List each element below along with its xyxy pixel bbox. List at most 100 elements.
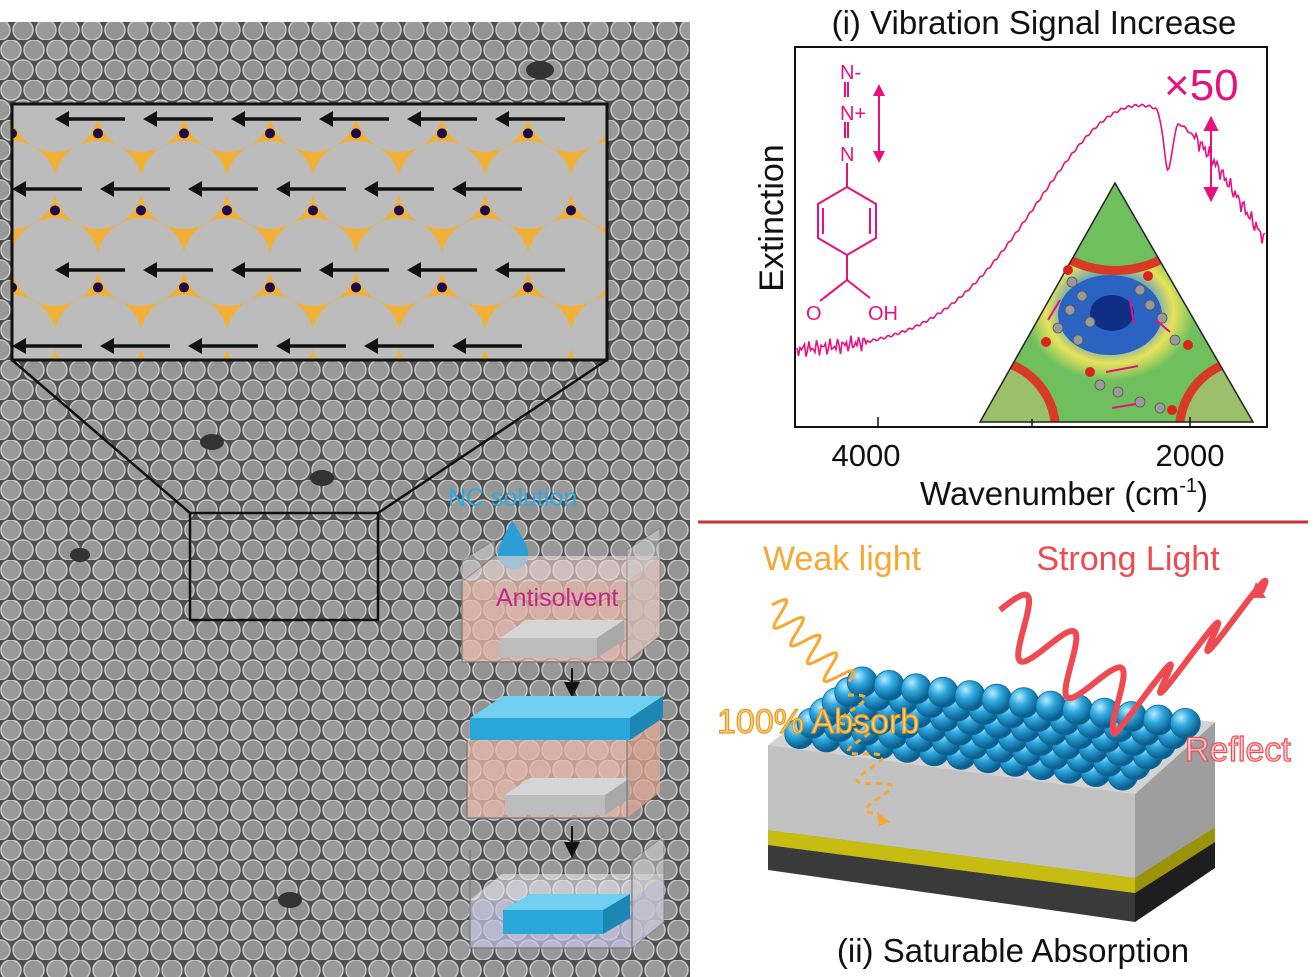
nanocrystal-cell <box>140 295 228 360</box>
atom-label-n: N <box>840 144 854 166</box>
field-hotspot <box>50 205 60 216</box>
weak-light-label: Weak light <box>763 540 922 578</box>
reflected-light-arrowhead <box>1250 582 1266 598</box>
nanocrystal-cell <box>570 295 607 360</box>
arrow-head-icon <box>55 111 69 127</box>
nanocrystal-cell <box>398 141 486 229</box>
x-axis-label: Wavenumber (cm-1) <box>920 475 1208 512</box>
process-step-3 <box>469 835 665 950</box>
reflect-label: Reflect <box>1185 731 1291 769</box>
field-map-inset <box>10 51 791 460</box>
field-hotspot <box>351 128 361 139</box>
nanocrystal-cell <box>699 372 787 460</box>
nanocrystal-cell <box>12 218 99 306</box>
arrow-head-icon <box>55 262 69 278</box>
nanocrystal-cell <box>97 218 185 306</box>
nanocrystal-cell <box>570 141 607 229</box>
arrow-head-icon <box>100 181 114 197</box>
arrow-head-icon <box>495 262 509 278</box>
arrow-head-icon <box>495 111 509 127</box>
arrow-head-icon <box>231 262 245 278</box>
nanocrystal-spheres <box>784 666 1201 791</box>
field-hotspot <box>93 282 103 293</box>
field-hotspot <box>394 205 404 216</box>
x-axis-ticks <box>877 417 1191 427</box>
nanocrystal-sphere <box>1008 687 1040 719</box>
field-hotspot <box>265 282 275 293</box>
antisolvent-label: Antisolvent <box>496 584 618 612</box>
sem-defect <box>310 470 334 486</box>
nanocrystal-cell <box>183 104 271 152</box>
nanocrystal-sphere <box>981 683 1013 715</box>
field-hotspot <box>222 205 232 216</box>
nanocrystal-sphere <box>1169 708 1201 739</box>
strong-light-wave <box>998 577 1269 737</box>
weak-light-wave <box>771 598 855 684</box>
nanocrystal-cell <box>12 104 99 152</box>
field-hotspot <box>179 282 189 293</box>
nc-solution-label: NC solution <box>448 484 577 512</box>
field-hotspot <box>179 128 189 139</box>
azide-arrow-heads <box>873 84 885 163</box>
vibration-arrows-inset <box>1047 299 1171 409</box>
enhancement-arrow <box>1203 115 1219 203</box>
arrow-head-icon <box>407 111 421 127</box>
field-hotspot <box>738 359 748 369</box>
panel-i: (i) Vibration Signal Increase <box>753 4 1268 512</box>
field-hotspot <box>738 51 748 61</box>
sem-defect <box>526 61 554 79</box>
zoom-indicator <box>11 358 608 622</box>
process-step-2 <box>466 696 663 819</box>
field-hotspot <box>136 205 146 216</box>
arrow-head-icon <box>319 111 333 127</box>
arrow-head-icon <box>12 181 26 197</box>
field-hotspot <box>781 436 791 446</box>
strong-light-label: Strong Light <box>1036 540 1220 578</box>
nanocrystal-sphere <box>1035 690 1067 722</box>
nanocrystal-cell <box>355 218 443 306</box>
y-axis-label: Extinction <box>753 144 791 291</box>
panel-ii: Weak light Strong Light 100% Absorb Refl… <box>716 540 1292 969</box>
inset-frame <box>10 102 609 362</box>
atom-label-oh: OH <box>868 303 898 325</box>
field-hotspot <box>437 128 447 139</box>
nanocrystal-cell <box>97 104 185 152</box>
nanocrystal-cell <box>699 64 787 152</box>
arrow-head-icon <box>143 111 157 127</box>
arrow-head-icon <box>452 338 466 354</box>
sem-defect <box>70 548 90 562</box>
oxygen-atoms <box>1041 265 1193 415</box>
nanocrystal-cell <box>140 141 228 229</box>
azide-molecule-structure <box>817 82 880 302</box>
x-tick-label-2000: 2000 <box>1156 438 1225 473</box>
field-hotspot <box>695 282 705 292</box>
selection-box <box>188 511 380 622</box>
arrow-head-icon <box>276 181 290 197</box>
zoom-line-left <box>11 359 191 514</box>
arrow-head-icon <box>452 181 466 197</box>
sem-defect <box>278 892 302 908</box>
nanocrystal-sphere <box>873 670 905 701</box>
nanocrystal-cell <box>312 141 400 229</box>
field-hotspot <box>351 282 361 293</box>
nanocrystal-sphere <box>954 680 986 712</box>
nanocrystal-cell <box>441 218 529 306</box>
arrow-head-icon <box>143 262 157 278</box>
nanocrystal-cell <box>54 295 142 360</box>
nanocrystal-cell <box>183 218 271 306</box>
arrow-head-icon <box>364 338 378 354</box>
nanocrystal-cell <box>226 295 314 360</box>
field-hotspot <box>437 282 447 293</box>
enhancement-label: ×50 <box>1164 61 1239 110</box>
x-tick-label-4000: 4000 <box>832 438 901 473</box>
field-hotspot <box>523 282 533 293</box>
nanocrystal-cell <box>527 104 607 152</box>
absorb-label: 100% Absorb <box>717 703 919 741</box>
atom-label-oxygen: O <box>806 303 822 325</box>
sem-defect <box>200 434 224 450</box>
field-hotspot <box>523 128 533 139</box>
zoom-line-right <box>377 358 608 515</box>
panel-ii-title: (ii) Saturable Absorption <box>837 932 1189 969</box>
absorbed-light-arrowhead <box>877 812 890 826</box>
nanocrystal-cell <box>226 141 314 229</box>
